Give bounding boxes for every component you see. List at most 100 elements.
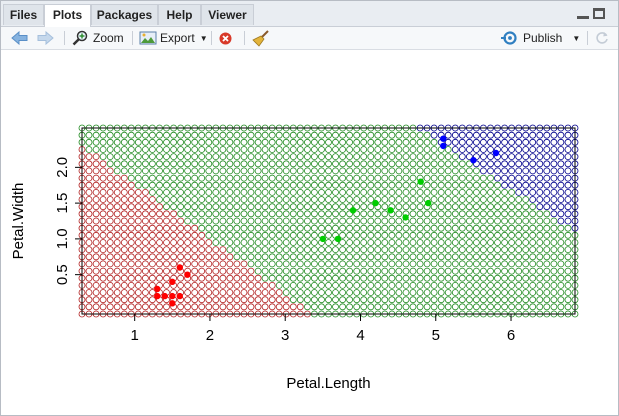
grid-point <box>163 203 170 211</box>
grid-point <box>437 267 445 275</box>
grid-point <box>374 224 382 232</box>
grid-point <box>296 281 304 289</box>
grid-point <box>85 203 93 211</box>
grid-point <box>472 239 480 246</box>
grid-point <box>233 296 241 304</box>
grid-point <box>416 267 424 275</box>
grid-point <box>479 303 487 311</box>
grid-point <box>177 174 185 182</box>
grid-point <box>479 181 487 189</box>
tab-plots[interactable]: Plots <box>44 4 91 27</box>
grid-point <box>374 267 382 275</box>
grid-point <box>388 253 396 261</box>
tab-viewer[interactable]: Viewer <box>201 4 254 25</box>
grid-point <box>99 239 107 246</box>
grid-point <box>374 296 382 304</box>
grid-point <box>261 138 269 146</box>
maximize-pane-icon[interactable] <box>593 8 605 19</box>
grid-point <box>332 138 339 146</box>
grid-point <box>134 217 142 225</box>
grid-point <box>465 167 473 175</box>
grid-point <box>501 174 509 182</box>
grid-point <box>430 174 438 182</box>
grid-point <box>381 274 389 282</box>
grid-point <box>170 267 178 275</box>
grid-point <box>437 231 445 239</box>
grid-point <box>275 146 283 153</box>
grid-point <box>472 181 480 189</box>
grid-point <box>522 281 530 289</box>
refresh-icon[interactable] <box>595 27 609 49</box>
grid-point <box>458 253 466 261</box>
grid-point <box>120 231 128 239</box>
grid-point <box>268 267 276 275</box>
grid-point <box>205 267 213 275</box>
grid-point <box>191 303 199 311</box>
remove-plot-icon[interactable] <box>219 27 232 49</box>
grid-point <box>409 131 417 139</box>
grid-point <box>360 260 368 268</box>
tab-packages[interactable]: Packages <box>91 4 158 25</box>
grid-point <box>360 203 368 211</box>
grid-point <box>388 260 396 268</box>
grid-point <box>233 231 241 239</box>
grid-point <box>310 146 318 153</box>
tab-bar: Files Plots Packages Help Viewer <box>1 1 618 27</box>
grid-point <box>374 281 382 289</box>
grid-point <box>522 289 530 296</box>
grid-point <box>388 138 396 146</box>
grid-point <box>388 181 396 189</box>
forward-arrow-icon[interactable] <box>37 27 54 49</box>
grid-point <box>296 153 304 160</box>
grid-point <box>85 217 93 225</box>
grid-point <box>536 267 544 275</box>
grid-point <box>113 153 121 160</box>
tab-files[interactable]: Files <box>3 4 44 25</box>
grid-point <box>212 217 220 225</box>
grid-point <box>92 167 100 175</box>
grid-point <box>487 167 494 175</box>
grid-point <box>430 217 438 225</box>
grid-point <box>494 239 501 246</box>
grid-point <box>233 260 241 268</box>
grid-point <box>388 289 396 296</box>
grid-point <box>402 231 410 239</box>
minimize-pane-icon[interactable] <box>577 8 589 19</box>
grid-point <box>268 217 276 225</box>
grid-point <box>487 138 494 146</box>
grid-point <box>275 188 283 196</box>
grid-point <box>367 188 375 196</box>
grid-point <box>402 174 410 182</box>
grid-point <box>310 281 318 289</box>
grid-point <box>191 260 199 268</box>
grid-point <box>487 267 494 275</box>
grid-point <box>557 231 565 239</box>
grid-point <box>120 289 128 296</box>
grid-point <box>219 203 227 211</box>
grid-point <box>163 246 170 254</box>
grid-point <box>240 131 248 139</box>
tab-help[interactable]: Help <box>158 4 201 25</box>
grid-point <box>233 167 241 175</box>
grid-point <box>536 146 544 153</box>
export-button[interactable]: Export ▼ <box>139 27 208 49</box>
grid-point <box>564 188 572 196</box>
grid-point <box>430 281 438 289</box>
grid-point <box>346 281 354 289</box>
grid-point <box>120 188 128 196</box>
grid-point <box>120 239 128 246</box>
grid-point <box>261 203 269 211</box>
grid-point <box>360 267 368 275</box>
grid-point <box>564 181 572 189</box>
grid-point <box>451 181 459 189</box>
zoom-button[interactable]: Zoom <box>72 27 124 49</box>
grid-point <box>465 239 473 246</box>
grid-point <box>353 217 361 225</box>
broom-icon[interactable] <box>252 27 270 49</box>
back-arrow-icon[interactable] <box>11 27 28 49</box>
grid-point <box>303 210 311 218</box>
grid-point <box>113 274 121 282</box>
grid-point <box>353 224 361 232</box>
publish-button[interactable]: Publish ▼ <box>501 27 580 49</box>
grid-point <box>106 260 114 268</box>
